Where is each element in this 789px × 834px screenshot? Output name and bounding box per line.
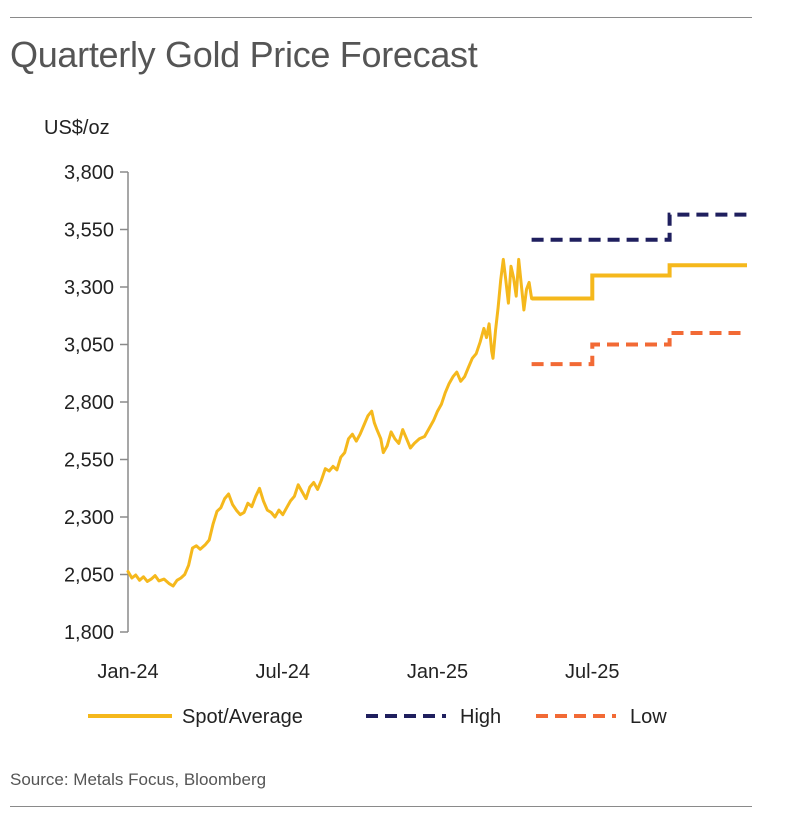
- y-tick-label: 2,050: [64, 565, 114, 587]
- y-axis-label: US$/oz: [44, 117, 110, 139]
- x-tick-label: Jan-24: [97, 661, 158, 683]
- y-tick-label: 2,550: [64, 450, 114, 472]
- chart-title: Quarterly Gold Price Forecast: [10, 34, 478, 75]
- spot-average-forecast-line: [531, 263, 747, 301]
- axes: 1,800 2,050 2,300 2,550 2,800 3,050 3,300 3,550…: [64, 162, 620, 683]
- y-tick-label: 1,800: [64, 622, 114, 644]
- top-rule: [10, 17, 752, 18]
- y-tick-label: 3,550: [64, 220, 114, 242]
- y-tick-label: 2,300: [64, 507, 114, 529]
- x-tick-label: Jul-24: [256, 661, 310, 683]
- source-note: Source: Metals Focus, Bloomberg: [10, 770, 267, 789]
- x-tick-label: Jul-25: [565, 661, 619, 683]
- high-forecast-line: [531, 212, 747, 242]
- legend-spot-average-label: Spot/Average: [182, 706, 303, 728]
- legend-high-label: High: [460, 706, 501, 728]
- x-tick-label: Jan-25: [407, 661, 468, 683]
- y-tick-label: 2,800: [64, 392, 114, 414]
- y-tick-label: 3,300: [64, 277, 114, 299]
- plot-area: [126, 212, 747, 588]
- low-forecast-line: [531, 331, 747, 367]
- y-tick-label: 3,800: [64, 162, 114, 184]
- y-tick-label: 3,050: [64, 335, 114, 357]
- bottom-rule: [10, 806, 752, 807]
- legend: Spot/Average High Low: [88, 706, 667, 728]
- spot-price-line: [126, 257, 534, 588]
- legend-low-label: Low: [630, 706, 667, 728]
